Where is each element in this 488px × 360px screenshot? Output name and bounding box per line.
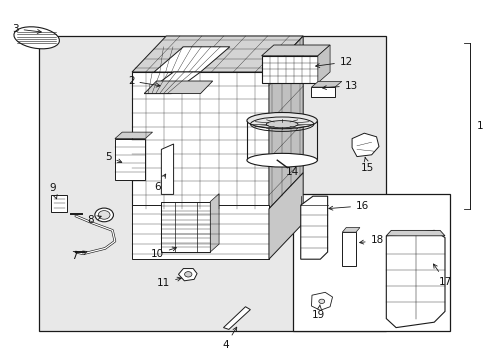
Polygon shape [268, 173, 303, 259]
Ellipse shape [246, 153, 317, 167]
Bar [293, 194, 449, 331]
Polygon shape [223, 307, 250, 329]
Ellipse shape [14, 27, 59, 49]
Polygon shape [154, 47, 229, 72]
Polygon shape [261, 45, 329, 56]
Ellipse shape [318, 299, 324, 303]
Text: 15: 15 [360, 157, 374, 173]
Bar [51, 195, 67, 212]
Bar [115, 139, 145, 180]
Polygon shape [317, 45, 329, 83]
Text: 11: 11 [157, 277, 181, 288]
Text: 19: 19 [311, 305, 325, 320]
Text: 5: 5 [104, 152, 122, 163]
Bar [161, 202, 210, 252]
Text: 8: 8 [87, 215, 101, 225]
Text: 4: 4 [222, 327, 236, 350]
Text: 13: 13 [322, 81, 357, 91]
Bar [342, 232, 355, 266]
Polygon shape [115, 132, 152, 139]
Polygon shape [268, 36, 303, 209]
Ellipse shape [95, 208, 113, 222]
Bar [261, 56, 317, 83]
Text: 3: 3 [12, 24, 41, 34]
Ellipse shape [98, 211, 110, 219]
Polygon shape [386, 230, 444, 328]
Text: 16: 16 [328, 201, 368, 211]
Ellipse shape [246, 112, 317, 129]
Polygon shape [161, 144, 173, 194]
Text: 14: 14 [285, 167, 299, 177]
Text: 7: 7 [70, 251, 87, 261]
Polygon shape [144, 72, 200, 94]
Polygon shape [351, 133, 378, 157]
Polygon shape [342, 228, 359, 232]
Polygon shape [300, 196, 327, 259]
Text: 12: 12 [315, 57, 352, 68]
Ellipse shape [184, 272, 192, 277]
Polygon shape [144, 81, 212, 94]
Polygon shape [210, 194, 219, 252]
Bar [311, 87, 334, 97]
Text: 17: 17 [432, 264, 451, 287]
Bar [132, 205, 268, 259]
Polygon shape [178, 269, 197, 281]
Text: 10: 10 [150, 247, 176, 259]
Ellipse shape [266, 121, 297, 128]
Polygon shape [311, 81, 341, 87]
Text: 2: 2 [127, 76, 160, 87]
Bar [132, 72, 268, 209]
Text: 18: 18 [359, 235, 383, 246]
Polygon shape [386, 230, 444, 236]
Polygon shape [311, 292, 332, 310]
Text: 1: 1 [476, 121, 483, 131]
Text: 9: 9 [49, 183, 57, 199]
Text: 6: 6 [154, 174, 165, 192]
Bar [39, 36, 386, 331]
Polygon shape [132, 36, 303, 72]
